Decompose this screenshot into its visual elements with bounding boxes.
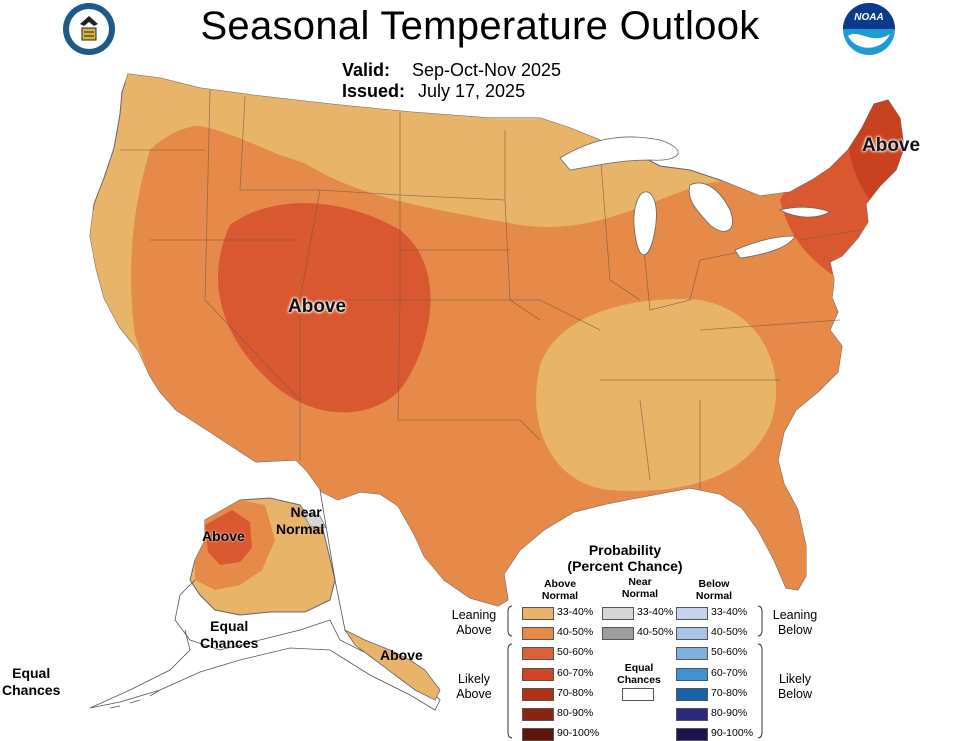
legend-likely-above: Likely Above (444, 672, 504, 702)
leaning-below-2: Below (777, 623, 813, 637)
label-alaska-near-normal: Near Normal (276, 504, 324, 538)
label-west-above: Above (288, 296, 347, 317)
above-bin-label: 90-100% (557, 727, 600, 740)
above-bin-swatch (522, 728, 554, 741)
valid-label: Valid: (342, 60, 391, 80)
equal-head-2: Chances (617, 674, 661, 686)
label-alaska-above: Above (202, 528, 245, 544)
below-bin-swatch (676, 728, 708, 741)
below-bin-label: 60-70% (711, 666, 748, 679)
valid-row: Valid: Sep-Oct-Nov 2025 (342, 60, 561, 81)
above-bin-swatch (522, 687, 554, 701)
below-bin-label: 40-50% (711, 626, 748, 639)
legend-equal-chances: Equal Chances (608, 662, 670, 686)
legend-head-below: Below Normal (684, 578, 744, 602)
likely-above-1: Likely (458, 672, 490, 686)
above-bin-label: 60-70% (557, 666, 594, 679)
noaa-logo-icon: NOAA (842, 2, 896, 56)
noaa-logo-text: NOAA (854, 12, 884, 23)
leaning-above-2: Above (456, 623, 492, 637)
near-normal-line-2: Normal (276, 521, 325, 537)
above-bin-swatch (522, 708, 554, 721)
below-bin-swatch (676, 667, 708, 681)
below-bin-label: 90-100% (711, 727, 754, 740)
label-aleutian-equal-chances: Equal Chances (2, 665, 60, 699)
below-head-2: Normal (695, 590, 733, 602)
below-bin-swatch (676, 607, 708, 620)
below-bin-label: 70-80% (711, 686, 748, 699)
equal-head-1: Equal (624, 662, 654, 674)
likely-below-1: Likely (779, 672, 811, 686)
legend-head-above: Above Normal (530, 578, 590, 602)
below-bin-swatch (676, 687, 708, 701)
leaning-above-1: Leaning (451, 608, 497, 622)
valid-value: Sep-Oct-Nov 2025 (412, 60, 562, 80)
legend-leaning-above: Leaning Above (444, 608, 504, 638)
likely-above-2: Above (456, 687, 492, 701)
page-title: Seasonal Temperature Outlook (200, 4, 760, 48)
legend-head-near: Near Normal (610, 576, 670, 600)
issued-label: Issued: (342, 81, 406, 101)
legend-leaning-below: Leaning Below (765, 608, 825, 638)
legend-likely-below: Likely Below (765, 672, 825, 702)
ak-equal-line-2: Chances (200, 635, 259, 651)
above-bin-label: 40-50% (557, 626, 594, 639)
above-head-1: Above (543, 578, 577, 590)
above-bin-swatch (522, 627, 554, 641)
legend-brackets (507, 605, 763, 739)
issued-value: July 17, 2025 (418, 81, 526, 101)
above-bin-swatch (522, 607, 554, 620)
legend-title-line-2: (Percent Chance) (567, 558, 683, 574)
below-bin-swatch (676, 708, 708, 721)
near-bin-label: 40-50% (637, 626, 674, 639)
above-head-2: Normal (541, 590, 579, 602)
above-bin-label: 70-80% (557, 686, 594, 699)
below-bin-label: 50-60% (711, 646, 748, 659)
ak-equal-line-1: Equal (210, 618, 249, 634)
label-panhandle-above: Above (380, 647, 423, 663)
leaning-below-1: Leaning (772, 608, 818, 622)
above-bin-swatch (522, 667, 554, 681)
above-bin-label: 33-40% (557, 606, 594, 618)
label-alaska-equal-chances: Equal Chances (200, 618, 258, 652)
below-bin-label: 80-90% (711, 707, 748, 719)
legend-title: Probability (Percent Chance) (550, 542, 700, 574)
issued-row: Issued: July 17, 2025 (342, 81, 525, 102)
legend-equal-swatch (622, 688, 654, 701)
near-bin-swatch (602, 627, 634, 641)
legend: Probability (Percent Chance) Above Norma… (440, 540, 830, 741)
near-bin-label: 33-40% (637, 606, 674, 618)
near-bin-swatch (602, 607, 634, 620)
near-head-1: Near (628, 576, 652, 588)
near-normal-line-1: Near (290, 504, 322, 520)
above-bin-swatch (522, 647, 554, 661)
below-bin-swatch (676, 627, 708, 641)
above-bin-label: 80-90% (557, 707, 594, 719)
commerce-seal-icon (62, 2, 116, 56)
below-bin-swatch (676, 647, 708, 661)
near-head-2: Normal (621, 588, 659, 600)
legend-title-line-1: Probability (588, 542, 662, 558)
aleutian-equal-line-1: Equal (12, 665, 51, 681)
above-bin-label: 50-60% (557, 646, 594, 659)
likely-below-2: Below (777, 687, 813, 701)
label-northeast-above: Above (862, 135, 921, 156)
below-head-1: Below (698, 578, 730, 590)
below-bin-label: 33-40% (711, 606, 748, 618)
aleutian-equal-line-2: Chances (2, 682, 61, 698)
